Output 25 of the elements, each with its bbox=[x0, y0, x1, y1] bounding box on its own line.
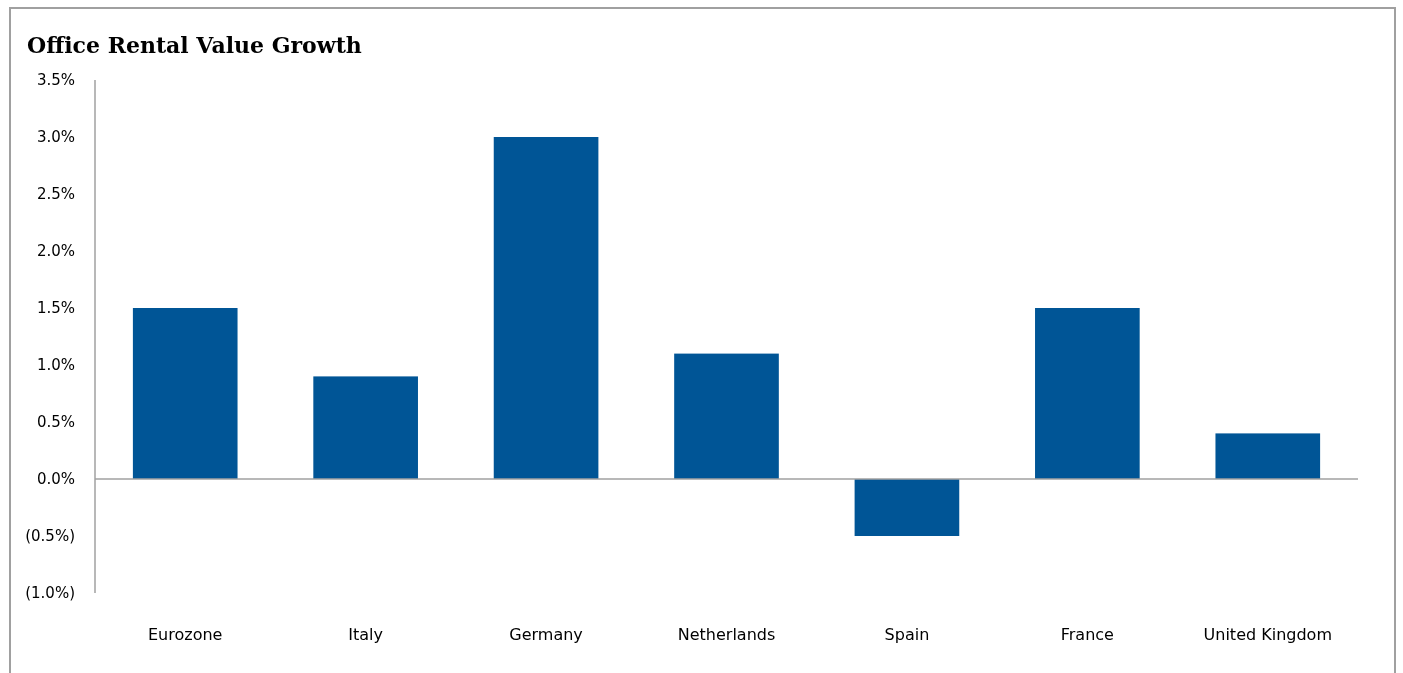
y-tick-label: (1.0%) bbox=[25, 584, 75, 603]
bar bbox=[493, 137, 599, 479]
x-tick-label: Germany bbox=[509, 625, 583, 644]
bar bbox=[674, 353, 779, 479]
bar bbox=[1215, 433, 1321, 479]
x-tick-label: Italy bbox=[348, 625, 383, 644]
bar bbox=[132, 308, 238, 479]
x-tick-label: Spain bbox=[884, 625, 930, 644]
y-tick-label: 2.0% bbox=[36, 242, 75, 261]
chart-title: Office Rental Value Growth bbox=[27, 32, 362, 58]
y-tick-label: 3.0% bbox=[36, 128, 75, 147]
y-tick-label: 1.5% bbox=[36, 299, 75, 318]
bar bbox=[854, 479, 960, 536]
x-tick-label: Netherlands bbox=[677, 625, 776, 644]
bar bbox=[1035, 308, 1140, 479]
y-tick-label: 0.0% bbox=[36, 470, 75, 489]
y-tick-label: 0.5% bbox=[36, 413, 75, 432]
y-tick-label: (0.5%) bbox=[25, 527, 75, 546]
y-tick-label: 2.5% bbox=[36, 185, 75, 204]
x-tick-label: France bbox=[1060, 625, 1114, 644]
x-tick-label: Eurozone bbox=[148, 625, 223, 644]
bar bbox=[313, 376, 418, 479]
y-tick-label: 3.5% bbox=[36, 71, 75, 90]
x-tick-label: United Kingdom bbox=[1203, 625, 1332, 644]
y-tick-label: 1.0% bbox=[36, 356, 75, 375]
